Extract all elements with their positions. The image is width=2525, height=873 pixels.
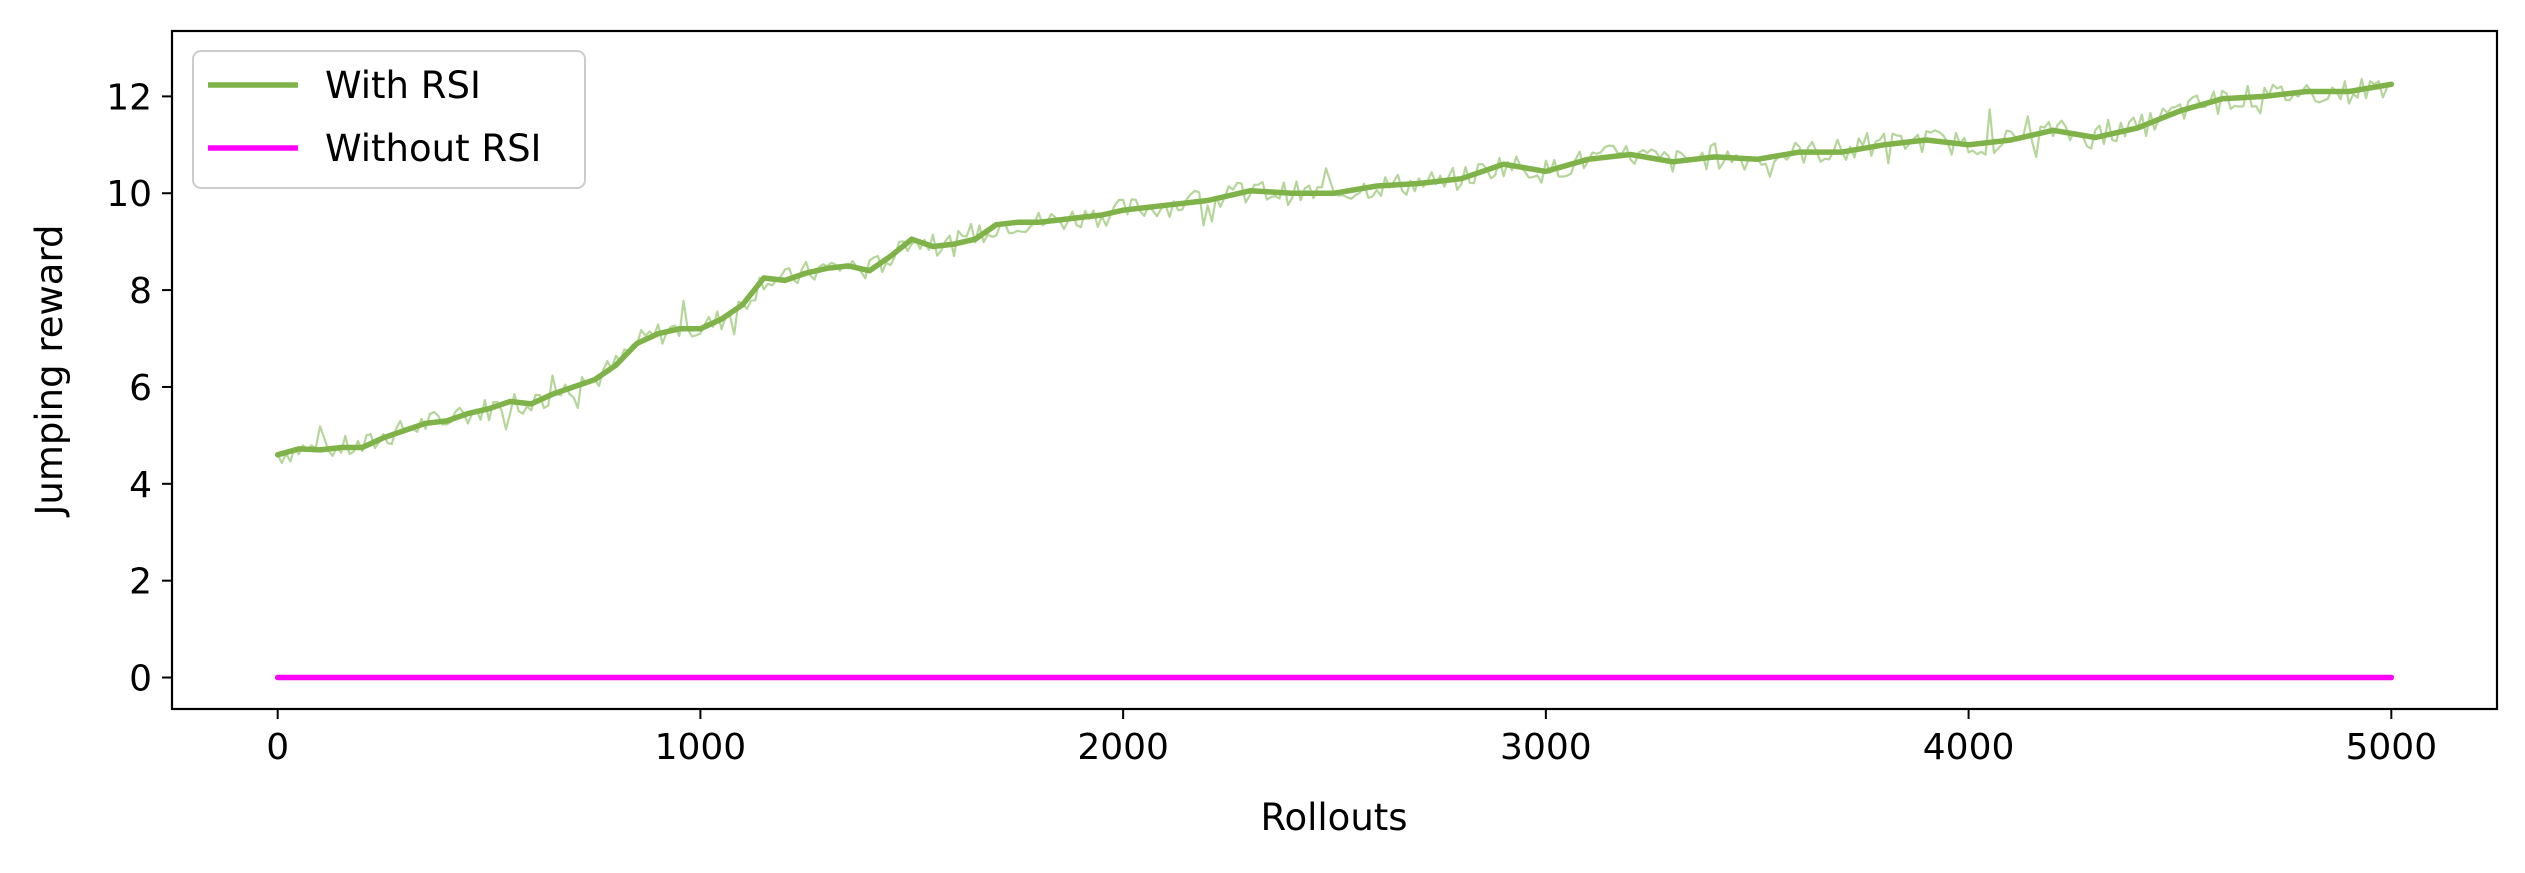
- y-tick-label: 2: [129, 562, 152, 603]
- x-axis: 0 1000 2000 3000 4000 5000: [266, 709, 2437, 768]
- y-tick-label: 8: [129, 271, 152, 312]
- legend-label-with-rsi: With RSI: [325, 64, 481, 107]
- legend-label-without-rsi: Without RSI: [325, 127, 541, 170]
- y-tick-label: 12: [106, 77, 152, 118]
- legend: With RSI Without RSI: [192, 50, 586, 189]
- x-tick-label: 2000: [1077, 727, 1169, 768]
- x-tick-label: 1000: [655, 727, 747, 768]
- y-tick-label: 10: [106, 174, 152, 215]
- x-axis-label: Rollouts: [1260, 796, 1407, 839]
- plot-frame: [170, 29, 2499, 711]
- series-line-with-rsi: [274, 81, 2395, 458]
- y-axis: 0 2 4 6 8 10 12: [106, 77, 172, 700]
- x-tick-label: 4000: [1923, 727, 2015, 768]
- x-tick-label: 3000: [1500, 727, 1592, 768]
- y-tick-label: 4: [129, 465, 152, 506]
- y-tick-label: 6: [129, 368, 152, 409]
- series-layer: [274, 81, 2395, 681]
- x-tick-label: 0: [266, 727, 289, 768]
- y-axis-label: Jumping reward: [28, 224, 71, 517]
- y-tick-label: 0: [129, 659, 152, 700]
- x-tick-label: 5000: [2346, 727, 2438, 768]
